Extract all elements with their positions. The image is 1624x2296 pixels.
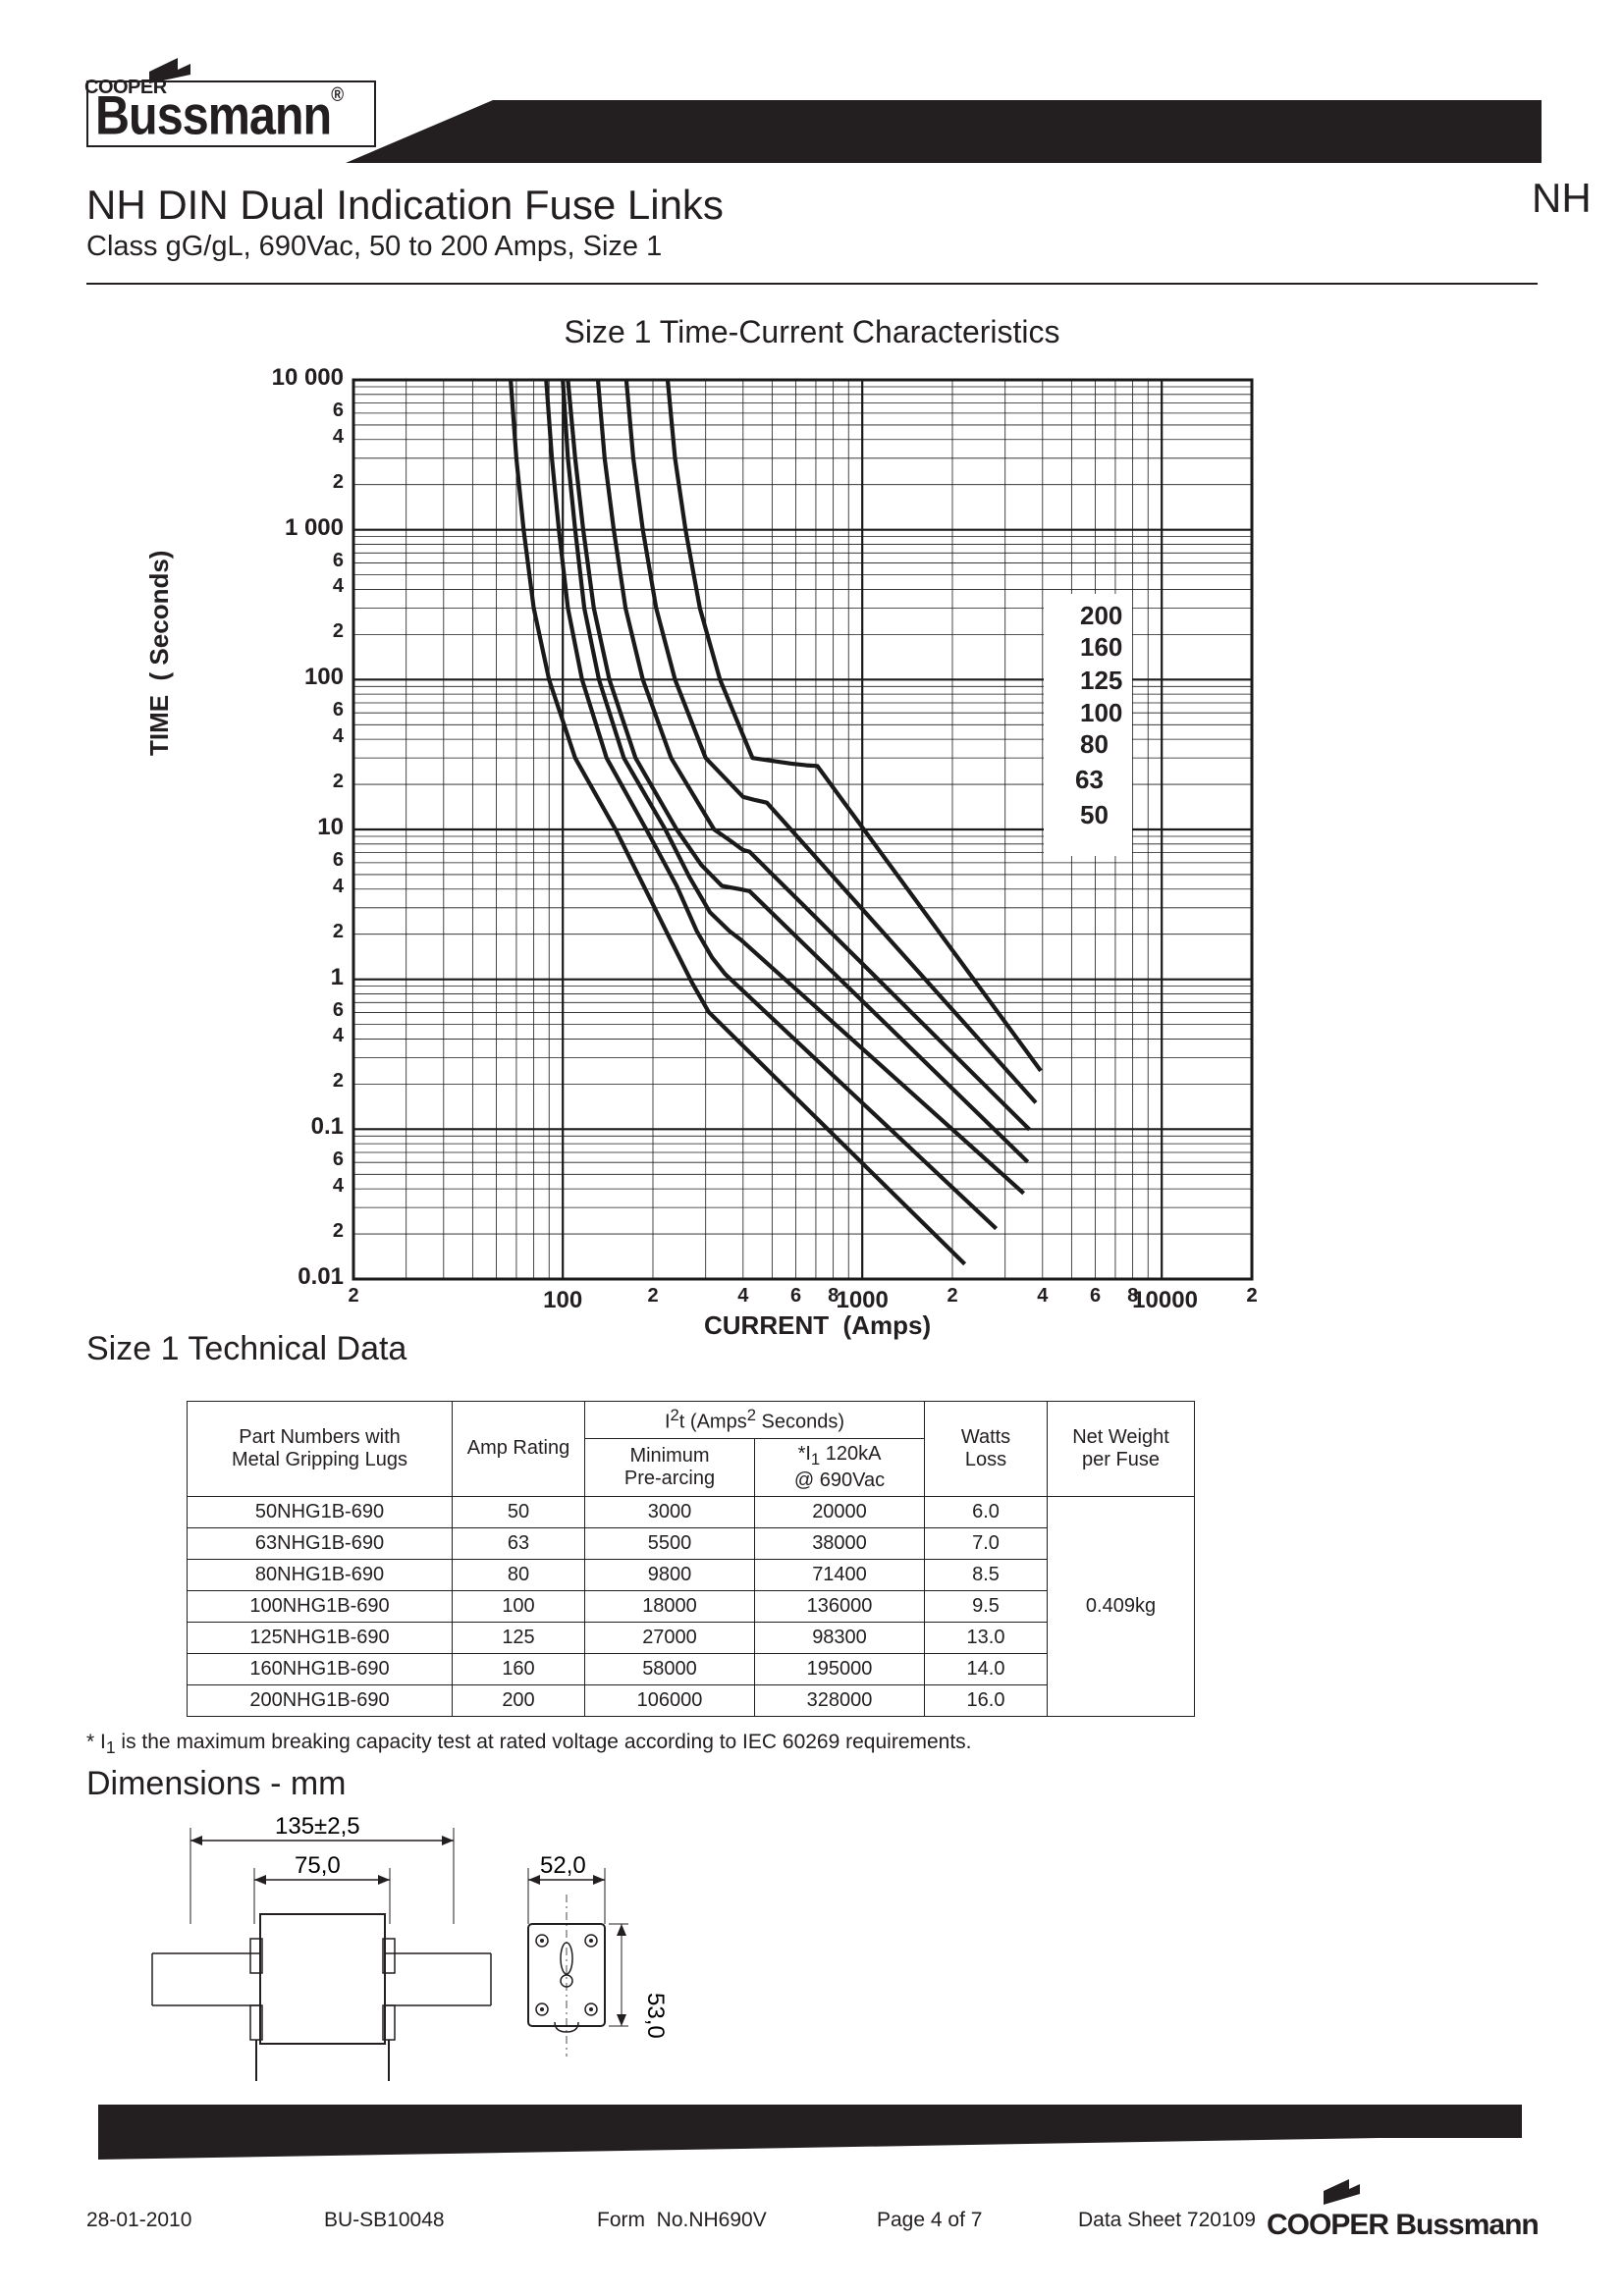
- svg-text:52,0: 52,0: [540, 1852, 586, 1879]
- svg-text:135±2,5: 135±2,5: [275, 1813, 360, 1840]
- svg-text:75,0: 75,0: [295, 1852, 341, 1879]
- svg-text:53,0: 53,0: [642, 1993, 669, 2039]
